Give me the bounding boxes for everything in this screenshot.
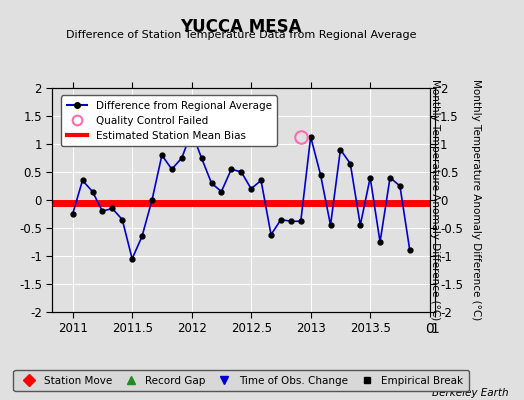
Legend: Station Move, Record Gap, Time of Obs. Change, Empirical Break: Station Move, Record Gap, Time of Obs. C…: [14, 370, 468, 391]
Text: Difference of Station Temperature Data from Regional Average: Difference of Station Temperature Data f…: [66, 30, 416, 40]
Text: Berkeley Earth: Berkeley Earth: [432, 388, 508, 398]
Y-axis label: Monthly Temperature Anomaly Difference (°C): Monthly Temperature Anomaly Difference (…: [472, 79, 482, 321]
Text: YUCCA MESA: YUCCA MESA: [180, 18, 302, 36]
Legend: Difference from Regional Average, Quality Control Failed, Estimated Station Mean: Difference from Regional Average, Qualit…: [61, 96, 277, 146]
Y-axis label: Monthly Temperature Anomaly Difference (°C): Monthly Temperature Anomaly Difference (…: [431, 79, 441, 321]
